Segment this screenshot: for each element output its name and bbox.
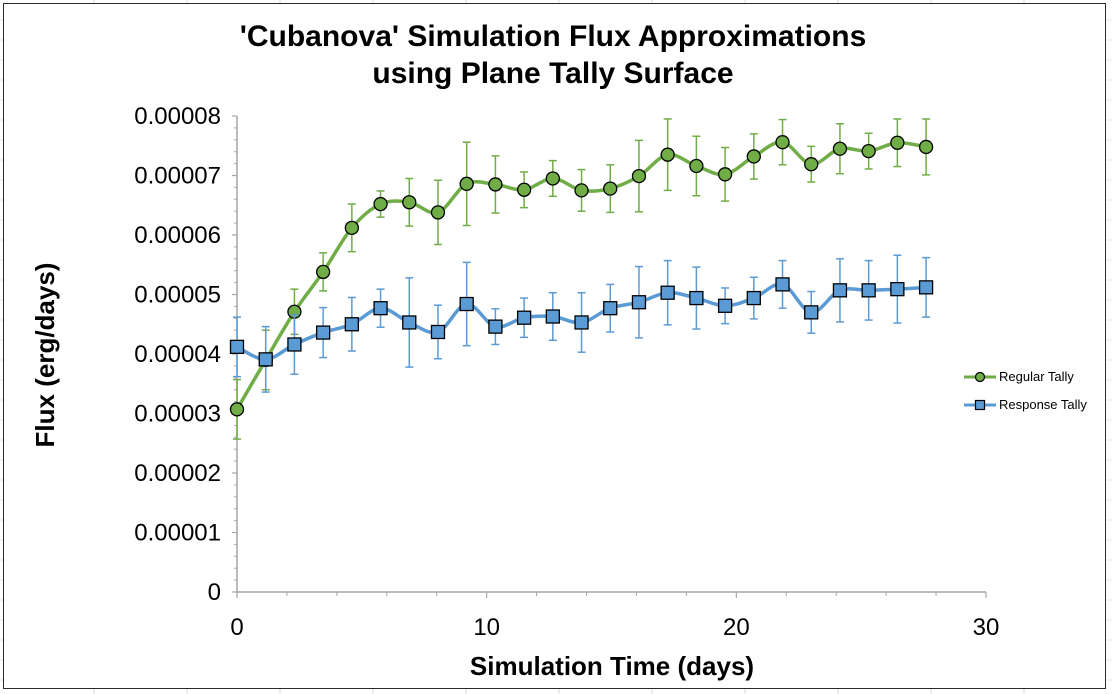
- x-axis-title: Simulation Time (days): [470, 651, 754, 681]
- chart-title-line-1: 'Cubanova' Simulation Flux Approximation…: [240, 20, 867, 53]
- chart-frame[interactable]: [3, 3, 1106, 689]
- data-point[interactable]: [373, 301, 388, 316]
- x-tick-label: 30: [973, 614, 1000, 641]
- y-tick-label: 0.00004: [134, 341, 221, 368]
- data-point[interactable]: [488, 319, 503, 334]
- data-point[interactable]: [660, 147, 675, 162]
- data-point[interactable]: [746, 290, 761, 306]
- data-point[interactable]: [545, 171, 560, 186]
- data-point[interactable]: [804, 305, 819, 320]
- data-point[interactable]: [430, 205, 446, 220]
- y-axis-title: Flux (erg/days): [30, 263, 60, 448]
- x-tick-label: 0: [230, 614, 243, 641]
- data-point[interactable]: [603, 301, 618, 316]
- data-point[interactable]: [918, 139, 934, 155]
- data-point[interactable]: [229, 402, 245, 417]
- y-tick-label: 0.00001: [134, 520, 221, 547]
- data-point[interactable]: [344, 220, 359, 236]
- data-point[interactable]: [516, 310, 532, 325]
- x-tick-label: 10: [473, 614, 500, 641]
- data-point[interactable]: [574, 183, 589, 198]
- data-point[interactable]: [402, 315, 417, 330]
- data-point[interactable]: [717, 298, 733, 313]
- data-point[interactable]: [717, 167, 733, 182]
- data-point[interactable]: [832, 283, 848, 298]
- data-point[interactable]: [918, 280, 934, 295]
- data-point[interactable]: [775, 135, 790, 150]
- data-point[interactable]: [315, 264, 331, 280]
- data-point[interactable]: [430, 324, 446, 340]
- data-point[interactable]: [689, 158, 704, 174]
- y-tick-label: 0.00006: [134, 222, 221, 249]
- data-point[interactable]: [488, 177, 503, 192]
- y-tick-label: 0.00003: [134, 401, 221, 428]
- data-point[interactable]: [890, 281, 905, 297]
- data-point[interactable]: [603, 181, 618, 196]
- legend-item-response-tally[interactable]: Response Tally: [964, 397, 1087, 412]
- data-point[interactable]: [402, 195, 417, 210]
- data-point[interactable]: [631, 295, 647, 310]
- y-tick-label: 0.00007: [134, 163, 221, 190]
- data-point[interactable]: [287, 337, 302, 352]
- data-point[interactable]: [890, 135, 905, 150]
- data-point[interactable]: [459, 296, 474, 312]
- data-point[interactable]: [861, 283, 876, 298]
- legend-label-regular-tally: Regular Tally: [999, 369, 1074, 384]
- y-tick-label: 0.00002: [134, 460, 221, 487]
- legend-label-response-tally: Response Tally: [999, 397, 1087, 412]
- data-point[interactable]: [574, 315, 589, 330]
- data-point[interactable]: [832, 141, 848, 156]
- data-point[interactable]: [229, 339, 245, 355]
- y-tick-label: 0.00005: [134, 282, 221, 309]
- x-tick-label: 20: [723, 614, 750, 641]
- data-point[interactable]: [660, 285, 675, 300]
- data-point[interactable]: [344, 317, 359, 332]
- legend: Regular Tally Response Tally: [964, 369, 1087, 412]
- data-point[interactable]: [459, 176, 474, 191]
- data-point[interactable]: [373, 196, 388, 212]
- legend-marker-response-tally: [974, 399, 986, 411]
- legend-item-regular-tally[interactable]: Regular Tally: [964, 369, 1074, 384]
- series-response-tally: [229, 254, 934, 393]
- data-point[interactable]: [258, 352, 273, 367]
- data-point[interactable]: [315, 325, 331, 340]
- data-point[interactable]: [516, 182, 532, 197]
- data-point[interactable]: [861, 143, 876, 159]
- data-point[interactable]: [689, 290, 704, 306]
- data-point[interactable]: [804, 157, 819, 172]
- data-point[interactable]: [746, 149, 761, 164]
- y-tick-label: 0: [208, 579, 221, 606]
- y-tick-label: 0.00008: [134, 103, 221, 130]
- chart-title-line-2: using Plane Tally Surface: [372, 57, 733, 90]
- data-point[interactable]: [545, 309, 560, 324]
- series-regular-tally: [229, 118, 934, 440]
- data-point[interactable]: [775, 277, 790, 292]
- legend-marker-regular-tally: [974, 371, 986, 383]
- data-point[interactable]: [631, 168, 647, 184]
